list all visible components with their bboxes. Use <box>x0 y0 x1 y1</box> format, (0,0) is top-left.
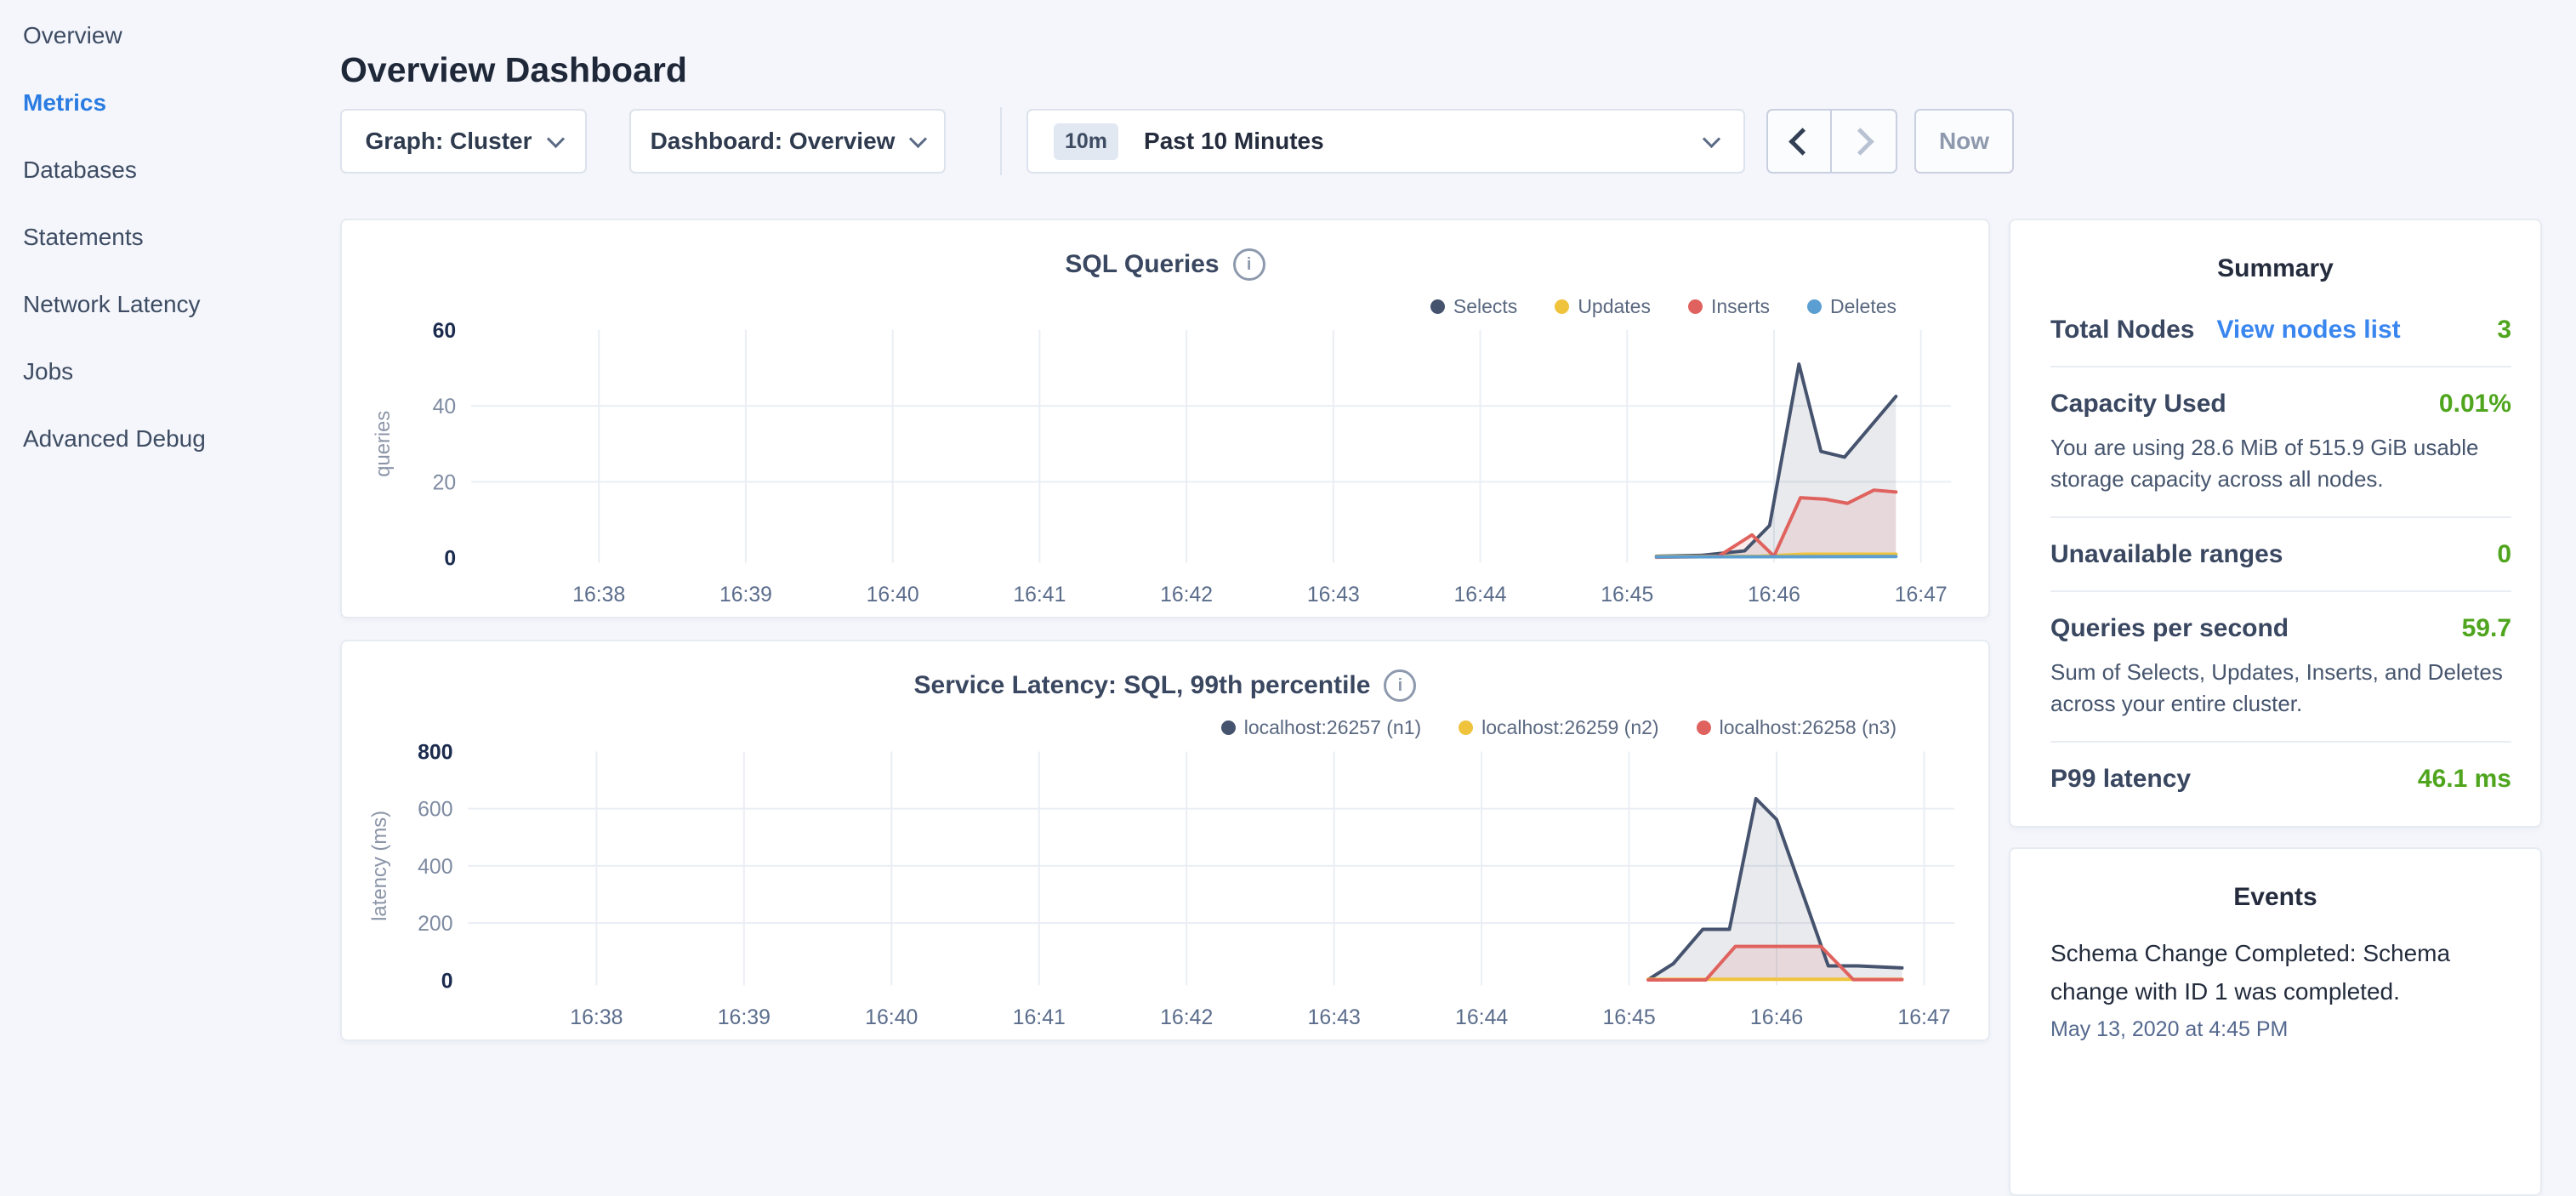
x-axis-tick-label: 16:39 <box>719 584 772 607</box>
x-axis-tick-label: 16:40 <box>865 1005 918 1029</box>
x-axis-tick-label: 16:43 <box>1308 1005 1361 1029</box>
x-axis-tick-label: 16:47 <box>1897 1005 1950 1029</box>
y-axis-tick-label: 60 <box>433 320 457 343</box>
y-axis-title: queries <box>372 411 395 477</box>
chevron-down-icon <box>546 129 564 147</box>
events-card: Events Schema Change Completed: Schema c… <box>2009 847 2542 1196</box>
y-axis-tick-label: 600 <box>418 798 453 822</box>
time-range-selector[interactable]: 10m Past 10 Minutes <box>1026 109 1745 174</box>
graph-dropdown[interactable]: Graph: Cluster <box>340 109 587 174</box>
sidebar-item-statements[interactable]: Statements <box>0 203 333 271</box>
summary-row-capacity-used: Capacity Used 0.01% You are using 28.6 MiB… <box>2050 367 2511 518</box>
x-axis-tick-label: 16:43 <box>1307 584 1360 607</box>
events-title: Events <box>2010 883 2540 912</box>
summary-row-label: Queries per second <box>2050 614 2289 643</box>
y-axis-title: latency (ms) <box>368 811 391 921</box>
sidebar-item-network-latency[interactable]: Network Latency <box>0 271 333 338</box>
y-axis-tick-label: 40 <box>433 396 457 419</box>
next-time-button[interactable] <box>1832 111 1896 172</box>
dashboard-dropdown[interactable]: Dashboard: Overview <box>629 109 946 174</box>
y-axis-tick-label: 0 <box>441 969 453 993</box>
x-axis-tick-label: 16:38 <box>570 1005 623 1029</box>
chart-plot: 0 20 40 60 16:38 16:39 16:40 16:41 16:42 16:43 16:… <box>342 220 1992 617</box>
x-axis-tick-label: 16:40 <box>867 584 919 607</box>
chevron-down-icon <box>909 129 927 147</box>
summary-card: Summary Total Nodes View nodes list 3 Capac… <box>2009 219 2542 828</box>
chevron-right-icon <box>1846 128 1874 156</box>
event-message: Schema Change Completed: Schema change w… <box>2010 934 2540 1011</box>
summary-row-head: Queries per second 59.7 <box>2050 614 2511 643</box>
x-axis-tick-label: 16:38 <box>572 584 625 607</box>
summary-row-description: You are using 28.6 MiB of 515.9 GiB usab… <box>2050 432 2511 495</box>
summary-row-value: 0 <box>2497 540 2511 569</box>
y-axis-tick-label: 20 <box>433 471 457 494</box>
controls-divider <box>1000 107 1002 175</box>
view-nodes-link[interactable]: View nodes list <box>2216 316 2400 345</box>
chevron-left-icon <box>1788 128 1817 156</box>
summary-row-value: 59.7 <box>2462 614 2511 643</box>
y-axis-tick-label: 800 <box>418 740 453 764</box>
page-title: Overview Dashboard <box>340 50 687 90</box>
summary-row-label: P99 latency <box>2050 765 2191 794</box>
summary-row-head: Unavailable ranges 0 <box>2050 540 2511 569</box>
x-axis-tick-label: 16:41 <box>1013 1005 1066 1029</box>
summary-row-value: 46.1 ms <box>2418 765 2511 794</box>
now-button-label: Now <box>1939 128 1989 155</box>
summary-row-head: Capacity Used 0.01% <box>2050 390 2511 419</box>
x-axis-tick-label: 16:47 <box>1895 584 1948 607</box>
sql-queries-chart-card: SQL QueriesiSelectsUpdatesInsertsDeletes… <box>340 219 1990 618</box>
sidebar-item-metrics[interactable]: Metrics <box>0 69 333 136</box>
x-axis-tick-label: 16:39 <box>718 1005 771 1029</box>
time-range-badge: 10m <box>1054 123 1118 160</box>
summary-row-queries-per-second: Queries per second 59.7 Sum of Selects, Up… <box>2050 592 2511 743</box>
sidebar: OverviewMetricsDatabasesStatementsNetwor… <box>0 0 333 472</box>
x-axis-tick-label: 16:42 <box>1160 1005 1213 1029</box>
event-timestamp: May 13, 2020 at 4:45 PM <box>2010 1017 2540 1042</box>
summary-row-p99-latency: P99 latency 46.1 ms <box>2050 743 2511 815</box>
y-axis-tick-label: 0 <box>444 548 456 571</box>
service-latency-chart-card: Service Latency: SQL, 99th percentileilo… <box>340 640 1990 1041</box>
graph-dropdown-label: Graph: Cluster <box>365 128 532 155</box>
summary-row-label: Unavailable ranges <box>2050 540 2283 569</box>
x-axis-tick-label: 16:44 <box>1454 584 1507 607</box>
time-step-buttons <box>1766 109 1897 174</box>
x-axis-tick-label: 16:45 <box>1601 584 1653 607</box>
y-axis-tick-label: 200 <box>418 912 453 936</box>
x-axis-tick-label: 16:45 <box>1602 1005 1655 1029</box>
x-axis-tick-label: 16:46 <box>1750 1005 1803 1029</box>
summary-row-label: Total Nodes <box>2050 316 2194 345</box>
chevron-down-icon <box>1703 129 1720 147</box>
sidebar-item-advanced-debug[interactable]: Advanced Debug <box>0 405 333 472</box>
chart-plot: 0 200 400 600 800 16:38 16:39 16:40 16:41 16:42 16… <box>342 641 1992 1039</box>
summary-row-unavailable-ranges: Unavailable ranges 0 <box>2050 518 2511 592</box>
summary-row-value: 0.01% <box>2439 390 2511 419</box>
y-axis-tick-label: 400 <box>418 855 453 879</box>
x-axis-tick-label: 16:44 <box>1455 1005 1508 1029</box>
summary-rows: Total Nodes View nodes list 3 Capacity Used… <box>2010 293 2540 815</box>
now-button[interactable]: Now <box>1914 109 2014 174</box>
sidebar-item-databases[interactable]: Databases <box>0 136 333 203</box>
time-range-label: Past 10 Minutes <box>1144 128 1705 155</box>
summary-row-label: Capacity Used <box>2050 390 2226 419</box>
summary-row-description: Sum of Selects, Updates, Inserts, and De… <box>2050 657 2511 720</box>
x-axis-tick-label: 16:42 <box>1160 584 1213 607</box>
summary-row-head: P99 latency 46.1 ms <box>2050 765 2511 794</box>
sidebar-item-overview[interactable]: Overview <box>0 2 333 69</box>
summary-row-total-nodes: Total Nodes View nodes list 3 <box>2050 293 2511 367</box>
x-axis-tick-label: 16:41 <box>1013 584 1066 607</box>
summary-title: Summary <box>2010 254 2540 283</box>
dashboard-dropdown-label: Dashboard: Overview <box>651 128 896 155</box>
summary-row-head: Total Nodes View nodes list 3 <box>2050 316 2511 345</box>
gridlines <box>471 330 1951 563</box>
x-axis-tick-label: 16:46 <box>1748 584 1800 607</box>
sidebar-item-jobs[interactable]: Jobs <box>0 338 333 405</box>
summary-row-value: 3 <box>2497 316 2511 345</box>
prev-time-button[interactable] <box>1768 111 1832 172</box>
